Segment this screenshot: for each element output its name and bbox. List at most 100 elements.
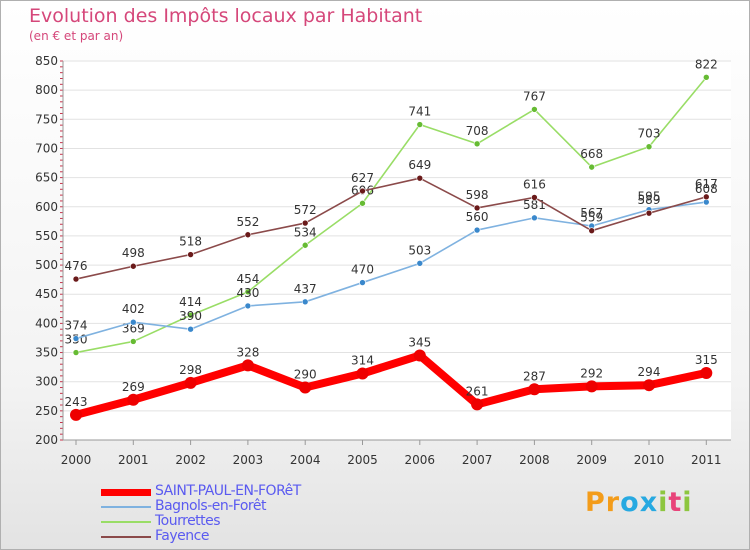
y-tick-label: 250	[35, 404, 58, 418]
x-tick-label: 2002	[175, 453, 206, 467]
data-point	[359, 279, 366, 286]
logo-letter: i	[682, 487, 693, 518]
x-tick-label: 2001	[118, 453, 149, 467]
y-tick-label: 350	[35, 346, 58, 360]
chart-subtitle: (en € et par an)	[29, 29, 124, 43]
data-label: 369	[122, 321, 145, 335]
data-label: 559	[580, 211, 603, 225]
data-label: 767	[523, 89, 546, 103]
data-point	[187, 251, 194, 258]
legend-label: Bagnols-en-Forêt	[155, 498, 266, 514]
data-point	[72, 335, 80, 342]
data-point	[301, 241, 309, 249]
data-label: 243	[65, 395, 88, 409]
x-tick-label: 2005	[347, 453, 378, 467]
data-point	[473, 226, 481, 234]
legend-swatch	[101, 506, 151, 508]
data-label: 703	[638, 127, 661, 141]
x-tick-label: 2010	[634, 453, 665, 467]
chart-title: Evolution des Impôts locaux par Habitant	[29, 5, 423, 27]
data-point	[72, 275, 80, 283]
data-point	[416, 174, 424, 182]
data-label: 649	[408, 158, 431, 172]
data-label: 617	[695, 177, 718, 191]
legend-label: SAINT-PAUL-EN-FORêT	[155, 483, 301, 499]
data-point	[645, 209, 653, 217]
data-label: 390	[179, 309, 202, 323]
data-point	[70, 408, 82, 421]
data-point	[130, 338, 137, 345]
data-label: 430	[236, 286, 259, 300]
data-label: 560	[466, 210, 489, 224]
data-point	[72, 349, 80, 356]
data-point	[585, 380, 598, 393]
data-label: 454	[236, 272, 259, 286]
x-tick-label: 2006	[405, 453, 436, 467]
data-label: 476	[65, 259, 88, 273]
data-label: 595	[638, 190, 661, 204]
data-point	[531, 194, 538, 201]
data-point	[301, 298, 309, 306]
legend-item-fayence[interactable]: Fayence	[101, 528, 431, 544]
data-label: 608	[695, 182, 718, 196]
data-point	[359, 187, 366, 195]
data-point	[130, 262, 137, 270]
legend-item-bagnols[interactable]: Bagnols-en-Forêt	[101, 498, 431, 514]
data-point	[702, 193, 710, 201]
data-label: 294	[638, 365, 661, 379]
legend-swatch	[101, 489, 151, 496]
data-label: 287	[523, 369, 546, 383]
x-tick-label: 2000	[61, 453, 92, 467]
data-point	[187, 325, 194, 333]
data-point	[356, 367, 369, 380]
data-label: 534	[294, 225, 317, 239]
data-label: 374	[65, 319, 88, 333]
y-tick-label: 650	[35, 171, 58, 185]
legend-item-saint-paul[interactable]: SAINT-PAUL-EN-FORêT	[101, 483, 431, 499]
data-label: 345	[408, 335, 431, 349]
data-point	[301, 219, 309, 227]
proxiti-logo: Proxiti	[585, 487, 693, 518]
data-point	[528, 383, 541, 396]
legend-swatch	[101, 521, 151, 523]
y-tick-label: 600	[35, 200, 58, 214]
data-point	[127, 393, 140, 406]
data-point	[413, 349, 426, 362]
data-point	[184, 376, 197, 389]
legend-item-tourrettes[interactable]: Tourrettes	[101, 513, 431, 529]
data-label: 414	[179, 295, 202, 309]
data-point	[299, 381, 312, 394]
y-tick-label: 850	[35, 54, 58, 68]
data-point	[241, 359, 254, 372]
logo-letter: x	[639, 487, 659, 518]
series-line	[72, 351, 711, 419]
x-tick-label: 2007	[462, 453, 493, 467]
logo-letter: i	[658, 487, 669, 518]
data-point	[702, 74, 710, 81]
data-point	[588, 227, 596, 234]
data-point	[187, 311, 194, 319]
data-point	[244, 231, 252, 239]
data-point	[471, 398, 484, 411]
y-tick-label: 750	[35, 112, 58, 126]
series-line	[75, 201, 708, 340]
data-label: 567	[580, 206, 603, 220]
data-point	[643, 379, 655, 392]
y-tick-label: 400	[35, 316, 58, 330]
logo-letter: t	[668, 487, 683, 518]
data-label: 616	[523, 177, 546, 191]
y-tick-label: 700	[35, 141, 58, 155]
data-label: 668	[580, 147, 603, 161]
data-label: 552	[236, 215, 259, 229]
y-tick-label: 500	[35, 258, 58, 272]
data-point	[359, 199, 366, 207]
data-label: 627	[351, 171, 374, 185]
data-label: 498	[122, 246, 145, 260]
data-point	[645, 143, 653, 151]
data-label: 437	[294, 282, 317, 296]
data-label: 518	[179, 235, 202, 249]
data-label: 298	[179, 363, 202, 377]
data-point	[244, 302, 252, 310]
